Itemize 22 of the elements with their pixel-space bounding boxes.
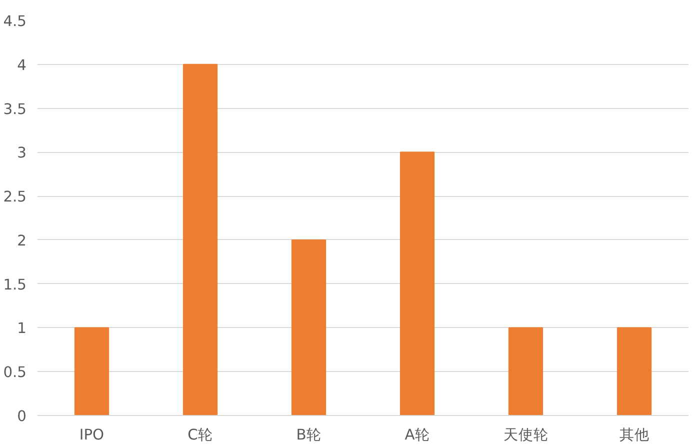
y-tick-label: 4.5 [3, 13, 27, 30]
bar [182, 64, 218, 416]
y-tick-label: 0.5 [3, 364, 27, 382]
y-tick-label: 1 [17, 320, 27, 338]
x-tick-label: C轮 [188, 426, 213, 444]
y-tick-label: 2 [17, 232, 27, 250]
x-tick-label: IPO [79, 426, 104, 444]
bar [508, 327, 544, 416]
y-tick-label: 3 [17, 144, 27, 162]
y-tick-label: 4 [17, 56, 27, 74]
y-tick-label: 3.5 [3, 100, 27, 118]
x-tick-label: 天使轮 [503, 426, 548, 444]
x-tick-label: B轮 [296, 426, 322, 444]
bar [400, 152, 435, 416]
x-tick-label: A轮 [404, 426, 430, 444]
bar [616, 327, 652, 416]
x-tick-label: 其他 [619, 426, 650, 444]
bar [74, 327, 110, 416]
y-tick-label: 2.5 [3, 188, 27, 206]
bar [291, 239, 326, 416]
y-tick-label: 0 [17, 408, 27, 425]
y-tick-label: 1.5 [3, 276, 27, 294]
